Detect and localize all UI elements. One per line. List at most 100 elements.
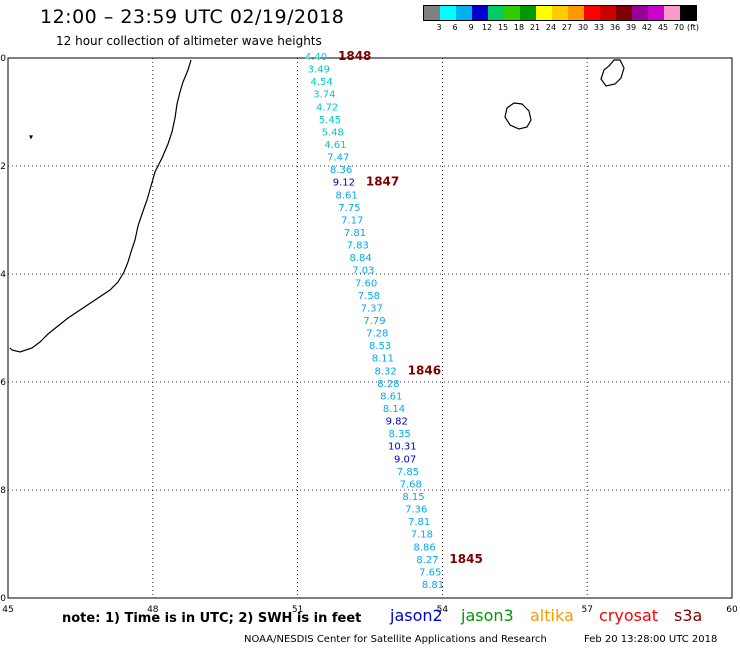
pass-label: 1847 [366, 175, 399, 189]
legend-label: 12 [481, 23, 493, 32]
pass-label: 1848 [338, 49, 371, 63]
page-subtitle: 12 hour collection of altimeter wave hei… [56, 34, 322, 48]
color-legend: 3 6 9 12 15 18 21 24 27 30 33 36 39 42 45 70 (ft) [423, 5, 700, 35]
legend-label: 33 [593, 23, 605, 32]
legend-swatch [648, 6, 664, 20]
reunion-island [504, 102, 532, 130]
pass-label: 1846 [408, 363, 441, 377]
map-grid [7, 57, 733, 599]
wave-height-label: 7.58 [358, 291, 380, 302]
legend-swatch [600, 6, 616, 20]
wave-height-label: 7.79 [363, 316, 385, 327]
map-axes: 45 48 51 54 57 60 -20 -22 -24 -26 -28 -30 [0, 54, 738, 615]
wave-height-label: 7.47 [327, 153, 349, 164]
legend-swatch [536, 6, 552, 20]
mauritius-island [600, 59, 625, 87]
wave-height-label: 4.61 [324, 140, 346, 151]
wave-height-label: 7.83 [347, 241, 369, 252]
wave-height-label: 8.53 [369, 341, 391, 352]
satellite-cryosat: cryosat [599, 606, 659, 625]
wave-height-label: 7.17 [341, 215, 363, 226]
y-tick-label: -22 [0, 162, 6, 172]
wave-height-label: 8.11 [372, 354, 394, 365]
wave-height-label: 8.35 [388, 429, 410, 440]
wave-height-label: 7.81 [344, 228, 366, 239]
legend-swatch [568, 6, 584, 20]
wave-height-label: 7.37 [361, 303, 383, 314]
wave-height-label: 4.54 [310, 77, 332, 88]
legend-labels: 3 6 9 12 15 18 21 24 27 30 33 36 39 42 45 70 (ft) [423, 21, 700, 35]
legend-label: 30 [577, 23, 589, 32]
wave-height-label: 7.36 [405, 505, 427, 516]
wave-height-label: 3.74 [313, 90, 335, 101]
legend-label: 18 [513, 23, 525, 32]
legend-label: 42 [641, 23, 653, 32]
legend-swatch [424, 6, 440, 20]
legend-label: 24 [545, 23, 557, 32]
legend-swatch [584, 6, 600, 20]
y-tick-label: -20 [0, 54, 6, 64]
wave-height-label: 3.49 [308, 65, 330, 76]
wave-height-label: 7.65 [419, 567, 441, 578]
wave-height-label: 7.18 [411, 530, 433, 541]
wave-height-label: 7.75 [338, 203, 360, 214]
wave-height-label: 8.15 [402, 492, 424, 503]
satellite-jason2: jason2 [390, 606, 443, 625]
legend-swatch [488, 6, 504, 20]
legend-swatch [504, 6, 520, 20]
page-title: 12:00 – 23:59 UTC 02/19/2018 [40, 6, 345, 28]
wave-height-label: 8.27 [416, 555, 438, 566]
wave-height-label: 9.07 [394, 454, 416, 465]
generated-timestamp: Feb 20 13:28:00 UTC 2018 [584, 634, 718, 645]
wave-height-label: 8.32 [375, 366, 397, 377]
wave-height-label: 7.81 [408, 517, 430, 528]
legend-label: 70 [673, 23, 685, 32]
wave-height-label: 8.81 [422, 580, 444, 591]
legend-swatch [456, 6, 472, 20]
wave-height-label: 4.40 [305, 52, 327, 63]
x-tick-label: 45 [2, 605, 13, 615]
wave-height-label: 4.72 [316, 102, 338, 113]
y-tick-label: -28 [0, 486, 6, 496]
satellite-altika: altika [530, 606, 574, 625]
legend-label: 27 [561, 23, 573, 32]
legend-swatch [440, 6, 456, 20]
wave-height-label: 9.12 [333, 178, 355, 189]
wave-height-label: 7.68 [400, 479, 422, 490]
wave-height-label: 8.84 [349, 253, 371, 264]
wave-height-label: 7.03 [352, 266, 374, 277]
pass-labels: 1848 1847 1846 1845 [338, 49, 483, 566]
wave-height-label: 8.14 [383, 404, 405, 415]
wave-height-label: 9.82 [386, 417, 408, 428]
x-tick-label: 57 [581, 605, 592, 615]
legend-swatch [472, 6, 488, 20]
x-tick-label: 54 [437, 605, 449, 615]
legend-swatch [616, 6, 632, 20]
wave-height-label: 10.31 [388, 442, 417, 453]
legend-swatch [664, 6, 680, 20]
credit-line: NOAA/NESDIS Center for Satellite Applica… [244, 634, 547, 645]
madagascar-coastline [9, 59, 192, 353]
legend-label: 3 [436, 23, 442, 32]
legend-unit: (ft) [687, 23, 700, 32]
y-tick-label: -26 [0, 378, 6, 388]
wave-height-label: 8.36 [330, 165, 352, 176]
legend-label: 15 [497, 23, 509, 32]
satellite-s3a: s3a [674, 606, 703, 625]
map-frame [7, 57, 733, 599]
wave-height-label: 7.60 [355, 278, 377, 289]
wave-height-label: 5.45 [319, 115, 341, 126]
legend-label: 9 [468, 23, 474, 32]
footer-note: note: 1) Time is in UTC; 2) SWH is in fe… [62, 611, 362, 626]
legend-label: 6 [452, 23, 458, 32]
x-tick-label: 60 [726, 605, 738, 615]
legend-label: 21 [529, 23, 541, 32]
x-tick-label: 51 [292, 605, 303, 615]
wave-height-label: 7.85 [397, 467, 419, 478]
x-tick-label: 48 [147, 605, 159, 615]
legend-swatch [552, 6, 568, 20]
wave-height-label: 8.28 [377, 379, 399, 390]
legend-color-bar [423, 5, 697, 21]
coastline [9, 59, 625, 353]
